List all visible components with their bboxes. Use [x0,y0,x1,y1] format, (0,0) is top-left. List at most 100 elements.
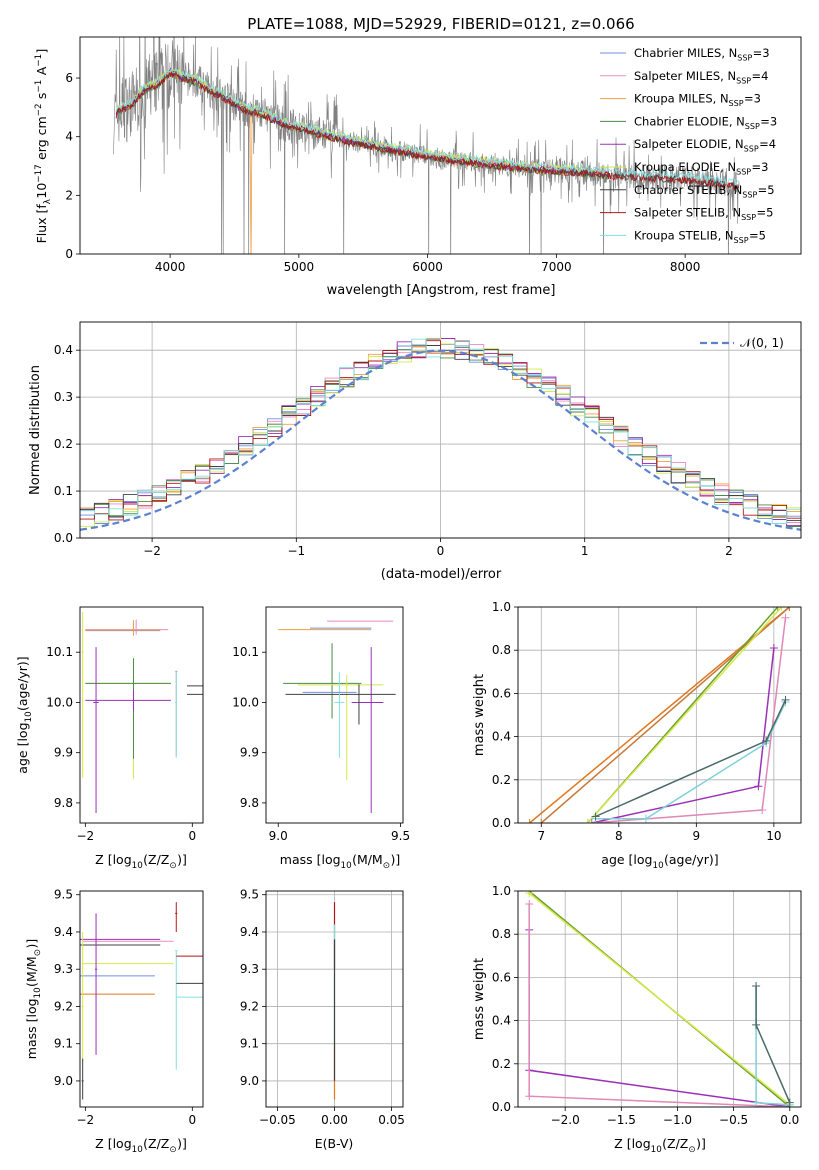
ticks: −2 0 9.8 9.9 10.0 10.1 [46,645,196,843]
y-tick-label: 0.4 [492,1014,511,1028]
x-tick-label: 8000 [670,260,701,274]
figure-title: PLATE=1088, MJD=52929, FIBERID=0121, z=0… [247,15,634,33]
y-axis-label: Normed distribution [28,365,43,495]
x-tick-label: −1 [287,544,305,558]
y-axis-label: age [log10 (age/yr)] [15,656,34,773]
axes-frame [79,321,802,539]
panel-residuals: −2 −1 0 1 2 0.0 0.1 0.2 0.3 0.4 𝒩(0, 1) (data-model… [28,321,802,582]
weight-marker [752,1020,761,1029]
y-tick-label: 1.0 [492,884,511,898]
weight-marker [752,982,761,991]
x-axis-label: (data-model)/error [381,567,502,582]
plot-area [80,337,801,531]
y-tick-label: 9.5 [54,888,73,902]
x-tick-label: 7 [537,829,545,843]
weight-marker [641,814,650,823]
y-tick-label: 9.3 [54,962,73,976]
data-spectrum-line [113,37,740,254]
y-tick-label: 10.0 [232,695,259,709]
x-tick-label: 0.05 [378,1113,405,1127]
y-tick-label: 0.4 [54,343,73,357]
weight-marker [785,607,794,611]
axes-frame [265,606,404,824]
ticks: 4000 5000 6000 7000 8000 0 2 4 6 [65,71,700,274]
y-tick-label: 9.8 [240,796,259,810]
y-tick-label: 9.2 [240,999,259,1013]
x-tick-label: 0.00 [321,1113,348,1127]
y-tick-label: 9.8 [54,796,73,810]
weight-marker [525,1092,534,1101]
ticks: −2 0 9.0 9.1 9.2 9.3 9.4 9.5 [54,888,196,1127]
weight-line [540,607,790,823]
axes-frame [79,36,802,255]
panel-weight_vs_age: 7 8 9 10 0.0 0.2 0.4 0.6 0.8 1.0 age [log10 (age/y… [472,600,802,871]
y-tick-label: 0.2 [54,437,73,451]
legend-entry: Chabrier MILES, NSSP =3 [634,46,770,62]
plot-area [113,37,740,254]
y-axis-label: Flux [fλ 10−17 erg cm−2 s−1 A−1 ] [34,49,53,244]
axes-frame [265,890,404,1108]
panel-mass_vs_ebv: −0.05 0.00 0.05 9.0 9.1 9.2 9.3 9.4 9.5 E(B-V) [240,888,405,1151]
y-tick-label: 9.9 [54,746,73,760]
y-axis-label: mass weight [472,674,487,756]
weight-line [755,986,790,1106]
y-tick-label: 0.6 [492,970,511,984]
plot-area [525,891,794,1107]
x-tick-label: 0.0 [780,1113,799,1127]
x-tick-label: 10 [766,829,781,843]
weight-marker [537,819,546,823]
y-tick-label: 0.0 [492,816,511,830]
x-tick-label: 6000 [412,260,443,274]
plot-area [278,620,396,813]
weight-marker [587,819,596,823]
x-tick-label: 0 [188,829,196,843]
y-tick-label: 0.8 [492,927,511,941]
y-tick-label: 0.2 [492,773,511,787]
x-tick-label: −0.05 [259,1113,296,1127]
legend-entry: Kroupa MILES, NSSP =3 [634,92,761,108]
weight-line [528,929,790,1107]
y-axis-label: mass weight [472,958,487,1040]
y-tick-label: 9.5 [240,888,259,902]
x-tick-label: 0 [437,544,445,558]
panel-age_vs_mass: 9.0 9.5 9.8 9.9 10.0 10.1 mass [log10 (M/M⊙ )] [232,606,410,871]
ticks: −0.05 0.00 0.05 9.0 9.1 9.2 9.3 9.4 9.5 [240,888,405,1127]
legend-entry: Salpeter MILES, NSSP =4 [634,69,768,85]
model-line-salpeter-stelib [115,70,740,191]
weight-marker [781,613,790,622]
y-tick-label: 0 [65,247,73,261]
x-tick-label: −2 [143,544,161,558]
x-tick-label: 1 [581,544,589,558]
x-tick-label: 8 [615,829,623,843]
plot-area [81,612,203,813]
x-axis-label: Z [log10 (Z/Z⊙ )] [614,1136,706,1155]
y-tick-label: 9.9 [240,746,259,760]
x-axis-label: Z [log10 (Z/Z⊙ )] [95,1136,187,1155]
x-tick-label: 7000 [541,260,572,274]
legend-entry: Salpeter ELODIE, NSSP =4 [634,137,776,153]
x-tick-label: −0.5 [719,1113,748,1127]
weight-line [529,607,790,823]
plot-area [525,607,794,823]
y-tick-label: 1.0 [492,600,511,614]
y-tick-label: 9.4 [240,925,259,939]
axes-frame [79,890,204,1108]
weight-marker [525,819,534,823]
y-tick-label: 10.1 [232,645,259,659]
y-tick-label: 10.1 [46,645,73,659]
x-axis-label: age [log10 (age/yr)] [601,852,718,871]
normal-curve [80,349,801,531]
x-tick-label: −1.5 [607,1113,636,1127]
weight-line [595,699,787,818]
y-tick-label: 0.0 [54,531,73,545]
y-tick-label: 9.4 [54,925,73,939]
x-tick-label: 2 [725,544,733,558]
weight-marker [591,812,600,821]
y-tick-label: 9.2 [54,999,73,1013]
x-axis-label: wavelength [Angstrom, rest frame] [327,283,556,298]
histogram-kroupa-stelib [80,338,801,524]
x-tick-label: 9.5 [391,829,410,843]
y-tick-label: 0.1 [54,484,73,498]
legend-entry: Kroupa ELODIE, NSSP =3 [634,160,768,176]
weight-marker [752,1098,761,1107]
